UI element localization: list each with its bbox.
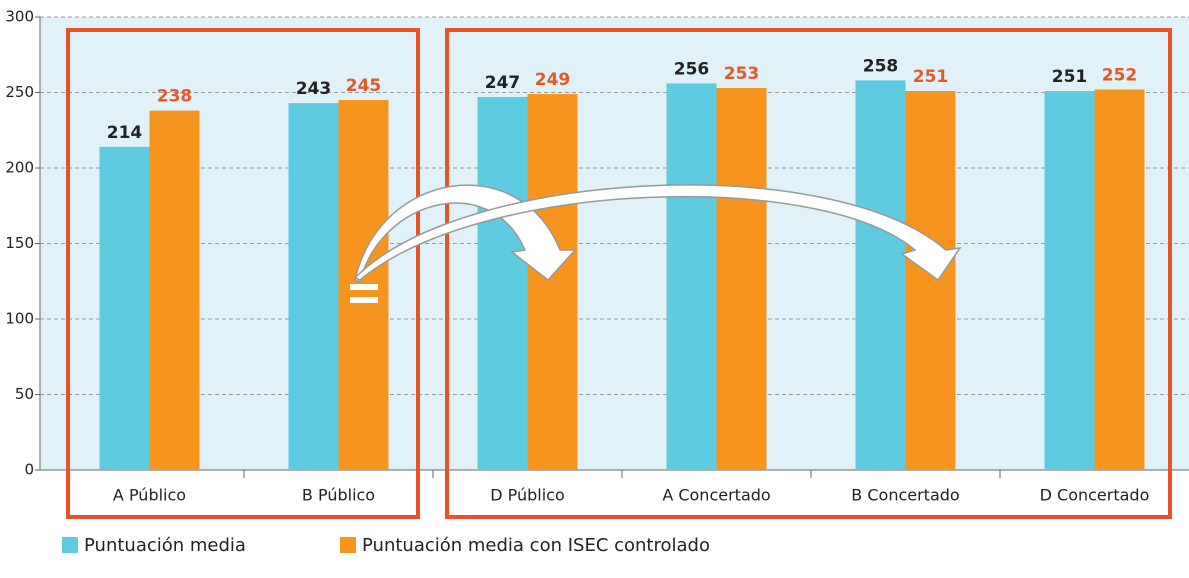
y-tick-label: 50	[15, 385, 34, 403]
y-tick-label: 200	[5, 159, 34, 177]
value-label: 251	[913, 67, 949, 87]
value-label: 243	[296, 79, 332, 99]
bar	[288, 103, 339, 470]
bar	[855, 80, 906, 471]
value-label: 247	[485, 73, 521, 93]
highlight-box	[66, 28, 420, 519]
value-label: 253	[724, 64, 760, 84]
legend-label: Puntuación media con ISEC controlado	[362, 535, 710, 556]
x-tick-label: D Concertado	[1040, 486, 1150, 505]
legend-swatch	[62, 537, 78, 553]
bar	[666, 83, 717, 470]
value-label: 256	[674, 59, 710, 79]
legend-swatch	[340, 537, 356, 553]
bar	[1044, 90, 1095, 471]
y-tick-label: 0	[24, 461, 34, 479]
bar	[527, 94, 578, 470]
value-label: 251	[1052, 67, 1088, 87]
arrow	[353, 184, 962, 282]
value-label: 214	[107, 123, 143, 143]
y-tick-label: 100	[5, 310, 34, 328]
bar	[1094, 89, 1145, 470]
bar	[905, 90, 956, 471]
highlight-box	[445, 28, 1172, 519]
bar	[477, 97, 528, 470]
y-tick-label: 300	[5, 8, 34, 26]
value-label: 245	[346, 76, 382, 96]
value-label: 252	[1102, 65, 1138, 85]
x-tick-label: B Concertado	[851, 486, 959, 505]
x-tick-label: A Público	[113, 486, 186, 505]
x-tick-label: B Público	[302, 486, 375, 505]
equals-sign	[350, 297, 378, 303]
bar	[99, 146, 150, 471]
x-tick-label: D Público	[490, 486, 565, 505]
y-tick-label: 150	[5, 234, 34, 252]
bar	[149, 110, 200, 471]
x-tick-label: A Concertado	[662, 486, 770, 505]
value-label: 238	[157, 87, 193, 107]
equals-sign	[350, 284, 378, 290]
bar	[716, 87, 767, 470]
y-tick-label: 250	[5, 83, 34, 101]
legend-label: Puntuación media	[84, 535, 246, 556]
value-label: 249	[535, 70, 571, 90]
value-label: 258	[863, 56, 899, 76]
